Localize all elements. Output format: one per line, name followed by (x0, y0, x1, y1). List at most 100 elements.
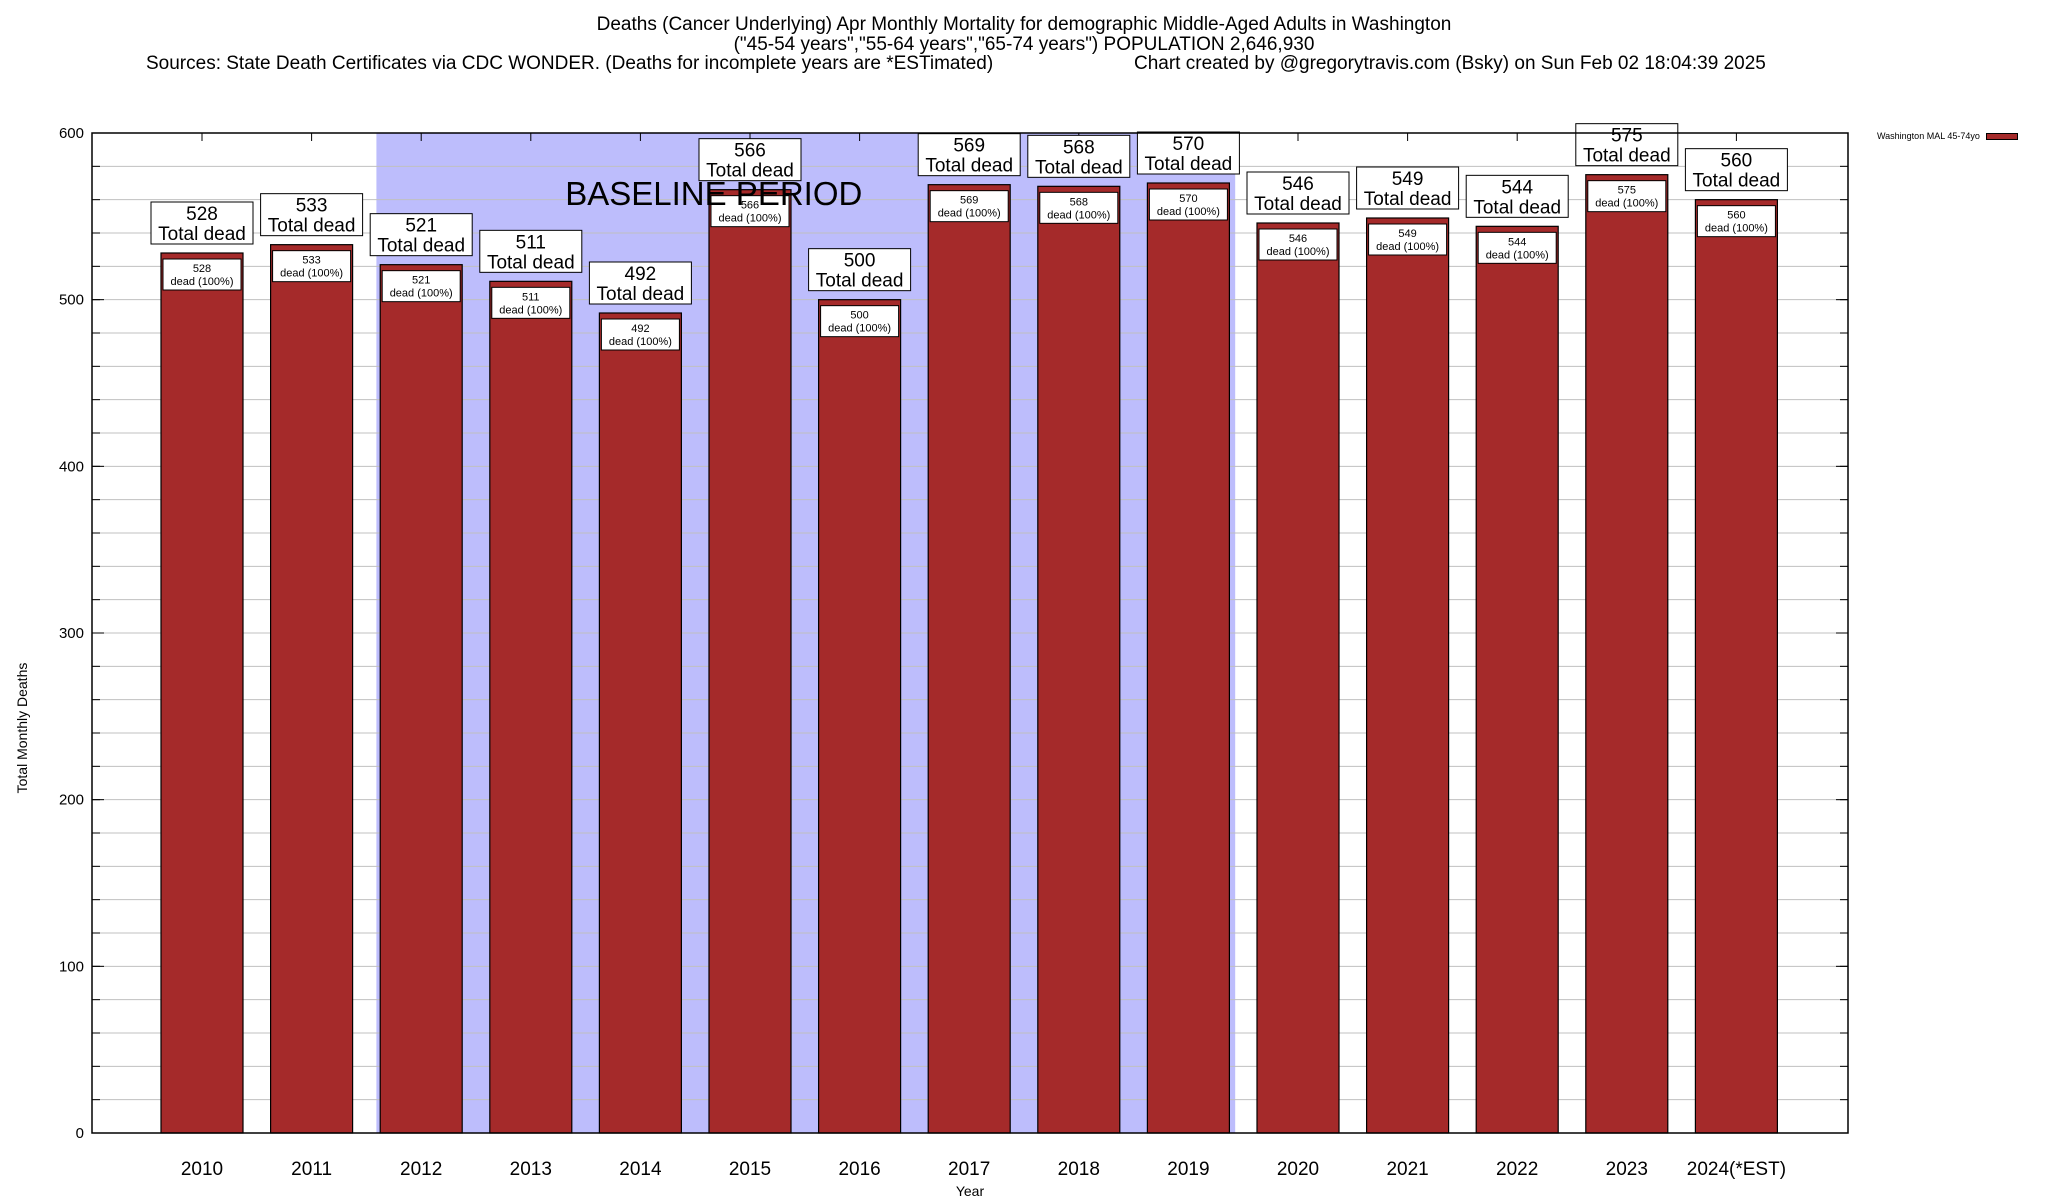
bar (708, 189, 792, 1134)
total-label-value: 533 (296, 196, 328, 217)
inner-label-box (600, 318, 680, 351)
inner-label-value: 549 (1398, 228, 1416, 240)
inner-label-value: 575 (1618, 185, 1636, 197)
total-label-box (698, 138, 802, 182)
chart-title-line2: ("45-54 years","55-64 years","65-74 year… (733, 34, 1315, 55)
inner-label-box (1587, 180, 1667, 213)
y-tick-label: 200 (59, 792, 84, 809)
inner-label-value: 560 (1727, 210, 1745, 222)
x-tick-label: 2013 (510, 1159, 552, 1180)
total-label-value: 570 (1173, 134, 1205, 155)
legend: Washington MAL 45-74yo (1877, 131, 2018, 141)
inner-label-text: dead (100%) (390, 288, 453, 300)
total-label-box (588, 261, 692, 305)
y-tick-label: 0 (76, 1125, 84, 1142)
total-label-value: 566 (734, 141, 766, 162)
inner-label-value: 566 (741, 200, 759, 212)
x-tick-label: 2016 (838, 1159, 880, 1180)
inner-label-box (820, 305, 900, 338)
x-tick-label: 2022 (1496, 1159, 1538, 1180)
inner-label-box (710, 195, 790, 228)
x-tick-label: 2014 (619, 1159, 662, 1180)
bar (1694, 199, 1779, 1134)
bar (1475, 225, 1559, 1134)
x-tick-label: 2017 (948, 1159, 990, 1180)
total-label-box (150, 201, 254, 245)
total-label-text: Total dead (706, 161, 794, 182)
credit-text: Chart created by @gregorytravis.com (Bsk… (1134, 53, 1766, 74)
inner-label-value: 544 (1508, 236, 1526, 248)
total-label-text: Total dead (816, 271, 904, 292)
inner-label-box (1477, 231, 1557, 264)
total-label-text: Total dead (487, 252, 575, 273)
inner-label-box (491, 286, 571, 319)
inner-label-box (1258, 228, 1338, 261)
x-tick-label: 2021 (1386, 1159, 1428, 1180)
bar (817, 299, 902, 1134)
inner-label-box (929, 190, 1009, 223)
inner-label-value: 492 (631, 323, 649, 335)
total-label-text: Total dead (597, 284, 685, 305)
y-tick-label: 400 (59, 458, 84, 475)
total-label-text: Total dead (1145, 154, 1233, 175)
total-label-box (1684, 148, 1788, 192)
y-tick-label: 600 (59, 125, 84, 142)
x-tick-label: 2020 (1277, 1159, 1319, 1180)
inner-label-value: 546 (1289, 233, 1307, 245)
inner-label-box (1148, 188, 1228, 221)
total-label-box (808, 248, 912, 292)
total-label-text: Total dead (377, 236, 465, 257)
total-label-box (1465, 174, 1569, 218)
x-tick-label: 2012 (400, 1159, 442, 1180)
inner-label-text: dead (100%) (719, 213, 782, 225)
inner-label-value: 500 (850, 310, 868, 322)
plot-frame (91, 132, 1849, 1134)
inner-label-text: dead (100%) (1157, 206, 1220, 218)
inner-label-text: dead (100%) (171, 276, 234, 288)
inner-label-value: 568 (1070, 196, 1088, 208)
bar (1365, 217, 1450, 1134)
total-label-box (260, 193, 364, 237)
inner-label-value: 511 (522, 291, 540, 303)
inner-label-value: 533 (302, 255, 320, 267)
inner-label-text: dead (100%) (1705, 223, 1768, 235)
total-label-value: 544 (1501, 177, 1533, 198)
total-label-box (917, 133, 1021, 177)
total-label-box (1246, 171, 1350, 215)
bar (1256, 222, 1340, 1134)
y-tick-label: 300 (59, 625, 84, 642)
total-label-box (369, 213, 473, 257)
inner-label-box (1696, 205, 1776, 238)
bar (379, 264, 463, 1134)
bar (598, 312, 683, 1134)
inner-label-value: 570 (1179, 193, 1197, 205)
bar (1585, 174, 1669, 1134)
total-label-text: Total dead (1254, 194, 1342, 215)
bar (160, 252, 244, 1134)
inner-label-value: 528 (193, 263, 211, 275)
total-label-text: Total dead (1583, 146, 1671, 167)
x-tick-label: 2011 (291, 1159, 332, 1180)
total-label-value: 528 (186, 204, 218, 225)
total-label-value: 560 (1721, 151, 1753, 172)
inner-label-text: dead (100%) (1376, 241, 1439, 253)
inner-label-box (381, 270, 461, 303)
total-label-text: Total dead (1693, 171, 1781, 192)
sources-text: Sources: State Death Certificates via CD… (146, 53, 994, 74)
inner-label-text: dead (100%) (609, 336, 672, 348)
total-label-box (1027, 134, 1131, 178)
total-label-text: Total dead (1364, 189, 1452, 210)
total-label-box (479, 229, 583, 273)
inner-label-value: 521 (412, 275, 430, 287)
baseline-period-label: BASELINE PERIOD (565, 175, 862, 212)
bar (1146, 182, 1231, 1134)
inner-label-box (1039, 191, 1119, 224)
chart-title-line1: Deaths (Cancer Underlying) Apr Monthly M… (596, 14, 1452, 35)
inner-label-text: dead (100%) (938, 208, 1001, 220)
total-label-text: Total dead (925, 156, 1013, 177)
inner-label-text: dead (100%) (1486, 249, 1549, 261)
chart-title-line3: Sources: State Death Certificates via CD… (146, 53, 1766, 74)
inner-label-value: 569 (960, 195, 978, 207)
total-label-value: 521 (405, 216, 437, 237)
